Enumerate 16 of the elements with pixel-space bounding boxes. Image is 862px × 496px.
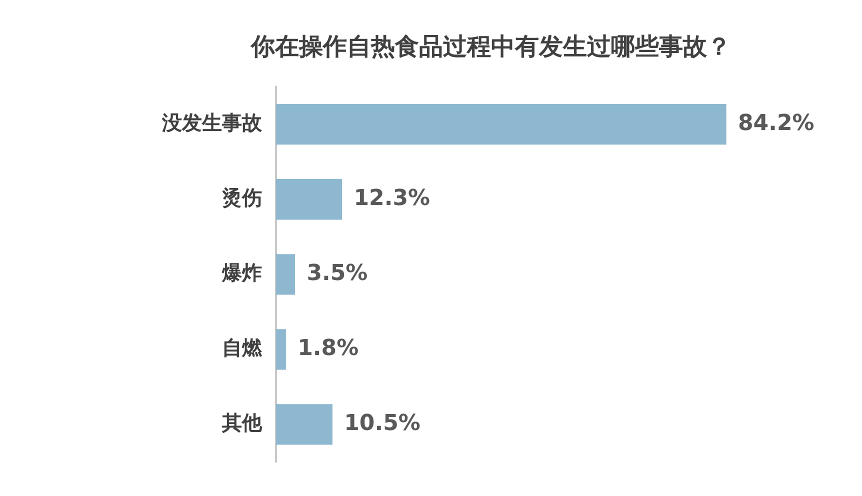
bar [276, 179, 342, 220]
y-tick-label: 其他 [221, 410, 263, 435]
y-tick-label: 没发生事故 [161, 110, 263, 135]
bar [276, 104, 726, 145]
data-label: 10.5% [344, 411, 420, 436]
chart-title: 你在操作自热食品过程中有发生过哪些事故？ [250, 32, 731, 61]
y-tick-label: 自燃 [222, 336, 263, 360]
data-label: 1.8% [298, 336, 359, 362]
y-tick-label: 烫伤 [222, 186, 262, 210]
data-label: 84.2% [738, 111, 814, 136]
data-label: 3.5% [306, 261, 368, 286]
bar [276, 404, 332, 445]
bar [276, 254, 296, 295]
bar [276, 329, 286, 370]
y-tick-label: 爆炸 [221, 260, 262, 285]
data-label: 12.3% [354, 186, 430, 212]
